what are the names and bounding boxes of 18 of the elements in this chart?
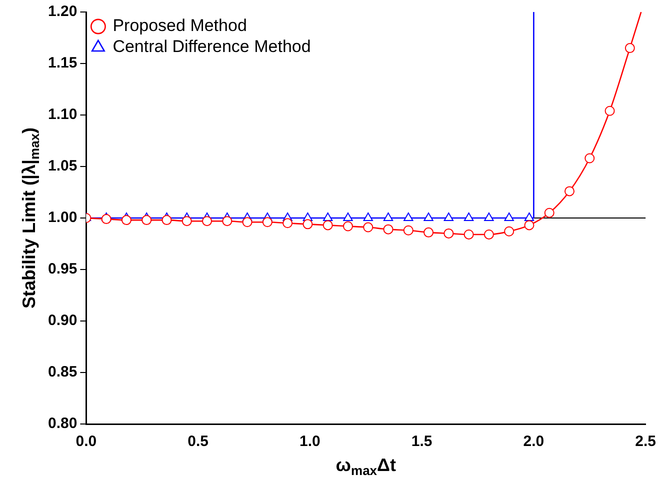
legend-label: Central Difference Method [112, 37, 311, 56]
y-tick-label: 1.10 [48, 106, 78, 124]
y-tick-label: 1.05 [48, 158, 78, 175]
y-tick-label: 1.15 [48, 54, 78, 72]
y-tick-label: 1.20 [48, 3, 78, 20]
legend-label: Proposed Method [112, 16, 247, 36]
y-tick-label: 0.80 [48, 415, 78, 432]
y-tick-label: 0.90 [48, 312, 78, 330]
x-tick-label: 2.0 [523, 433, 544, 450]
y-tick-label: 1.00 [48, 209, 78, 226]
y-axis-title: Stability Limit (|λ|max) [18, 127, 42, 309]
x-tick-label: 2.5 [635, 433, 656, 450]
x-tick-label: 0.5 [188, 433, 208, 450]
y-tick-label: 0.85 [48, 364, 78, 381]
y-tick-label: 0.95 [48, 260, 78, 278]
x-tick-label: 1.0 [300, 433, 320, 450]
x-tick-label: 1.5 [411, 433, 432, 450]
x-tick-label: 0.0 [76, 433, 97, 450]
